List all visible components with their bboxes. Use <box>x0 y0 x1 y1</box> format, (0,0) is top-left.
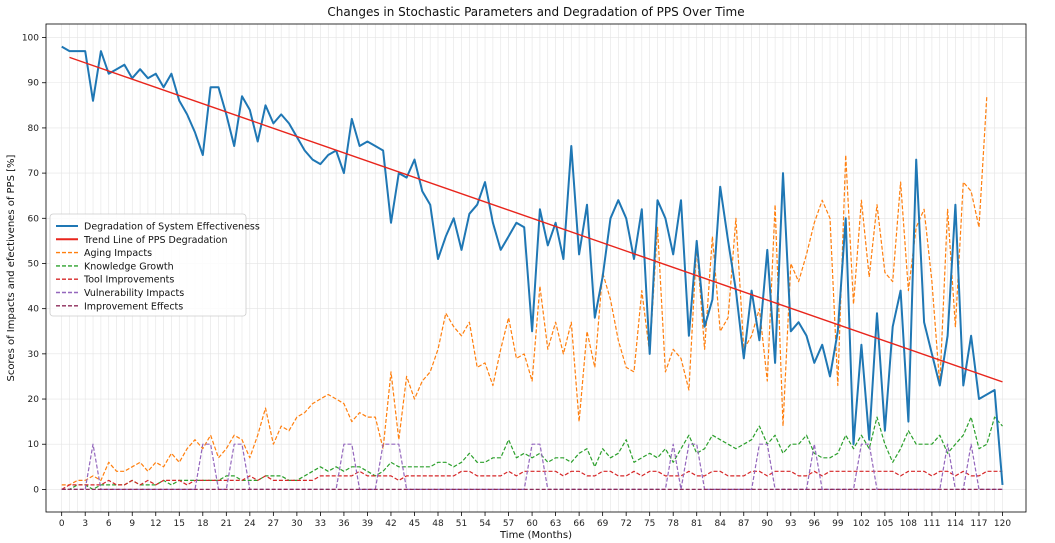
x-tick-label: 111 <box>923 519 940 529</box>
x-tick-label: 9 <box>129 519 135 529</box>
x-tick-label: 102 <box>853 519 870 529</box>
x-tick-label: 48 <box>432 519 444 529</box>
x-tick-label: 99 <box>832 519 844 529</box>
x-tick-label: 105 <box>876 519 893 529</box>
x-tick-label: 78 <box>667 519 679 529</box>
y-tick-label: 70 <box>28 169 40 179</box>
legend-label: Trend Line of PPS Degradation <box>83 235 228 246</box>
x-tick-label: 120 <box>994 519 1011 529</box>
y-tick-label: 60 <box>28 214 40 224</box>
x-tick-label: 27 <box>268 519 279 529</box>
x-tick-label: 33 <box>315 519 326 529</box>
y-tick-label: 80 <box>28 124 40 134</box>
x-axis-title: Time (Months) <box>499 530 572 541</box>
x-tick-label: 114 <box>947 519 964 529</box>
x-tick-label: 60 <box>526 519 538 529</box>
x-tick-label: 30 <box>291 519 303 529</box>
x-tick-label: 39 <box>362 519 374 529</box>
y-tick-label: 100 <box>22 34 39 44</box>
x-tick-label: 117 <box>970 519 987 529</box>
x-tick-label: 87 <box>738 519 749 529</box>
x-tick-label: 84 <box>715 519 727 529</box>
x-tick-label: 96 <box>809 519 821 529</box>
series-line-degradation-of-system-effectiveness <box>61 45 1004 485</box>
legend-label: Improvement Effects <box>84 301 183 312</box>
chart-title: Changes in Stochastic Parameters and Deg… <box>327 5 744 19</box>
x-tick-label: 42 <box>385 519 396 529</box>
y-tick-label: 40 <box>28 305 40 315</box>
y-axis: 0 10 20 30 40 50 60 70 80 90 100 <box>22 34 46 495</box>
x-tick-label: 24 <box>244 519 256 529</box>
series-line-tool-improvements <box>61 470 1003 490</box>
x-tick-label: 108 <box>900 519 917 529</box>
x-tick-label: 63 <box>550 519 561 529</box>
x-tick-label: 51 <box>456 519 467 529</box>
series-line-aging-impacts <box>61 96 988 486</box>
x-tick-label: 93 <box>785 519 796 529</box>
y-tick-label: 0 <box>33 485 39 495</box>
x-tick-label: 81 <box>691 519 702 529</box>
series-group <box>61 45 1004 490</box>
y-axis-title: Scores of Impacts and efectivenes of PPS… <box>6 154 17 381</box>
x-tick-label: 3 <box>82 519 88 529</box>
x-tick-label: 57 <box>503 519 514 529</box>
legend-label: Tool Improvements <box>83 275 174 286</box>
series-line-trend-line-of-pps-degradation <box>69 56 1003 383</box>
x-tick-label: 90 <box>762 519 774 529</box>
legend-box <box>49 213 247 317</box>
y-tick-label: 10 <box>28 440 40 450</box>
x-tick-label: 54 <box>479 519 491 529</box>
x-tick-label: 72 <box>620 519 631 529</box>
legend-label: Aging Impacts <box>84 248 152 259</box>
y-tick-label: 90 <box>28 79 40 89</box>
legend: Degradation of System Effectiveness Trend… <box>49 213 260 317</box>
legend-label: Knowledge Growth <box>84 261 174 272</box>
y-tick-label: 30 <box>28 350 40 360</box>
y-tick-label: 50 <box>28 259 40 269</box>
x-tick-label: 12 <box>150 519 161 529</box>
x-tick-label: 0 <box>59 519 65 529</box>
x-tick-label: 45 <box>409 519 420 529</box>
legend-label: Vulnerability Impacts <box>84 288 184 299</box>
y-tick-label: 20 <box>28 395 40 405</box>
x-tick-label: 15 <box>174 519 185 529</box>
legend-label: Degradation of System Effectiveness <box>84 222 260 233</box>
x-tick-label: 6 <box>106 519 112 529</box>
x-tick-label: 36 <box>338 519 350 529</box>
series-line-knowledge-growth <box>61 416 1003 490</box>
x-tick-label: 66 <box>573 519 585 529</box>
plot-frame <box>45 23 1027 513</box>
x-axis: 0 3 6 9 12 15 18 21 24 27 30 33 36 39 42 45 48 51 54 57 60 63… <box>59 512 1011 529</box>
x-tick-label: 18 <box>197 519 209 529</box>
x-tick-label: 75 <box>644 519 655 529</box>
x-tick-label: 21 <box>221 519 232 529</box>
x-tick-label: 69 <box>597 519 609 529</box>
